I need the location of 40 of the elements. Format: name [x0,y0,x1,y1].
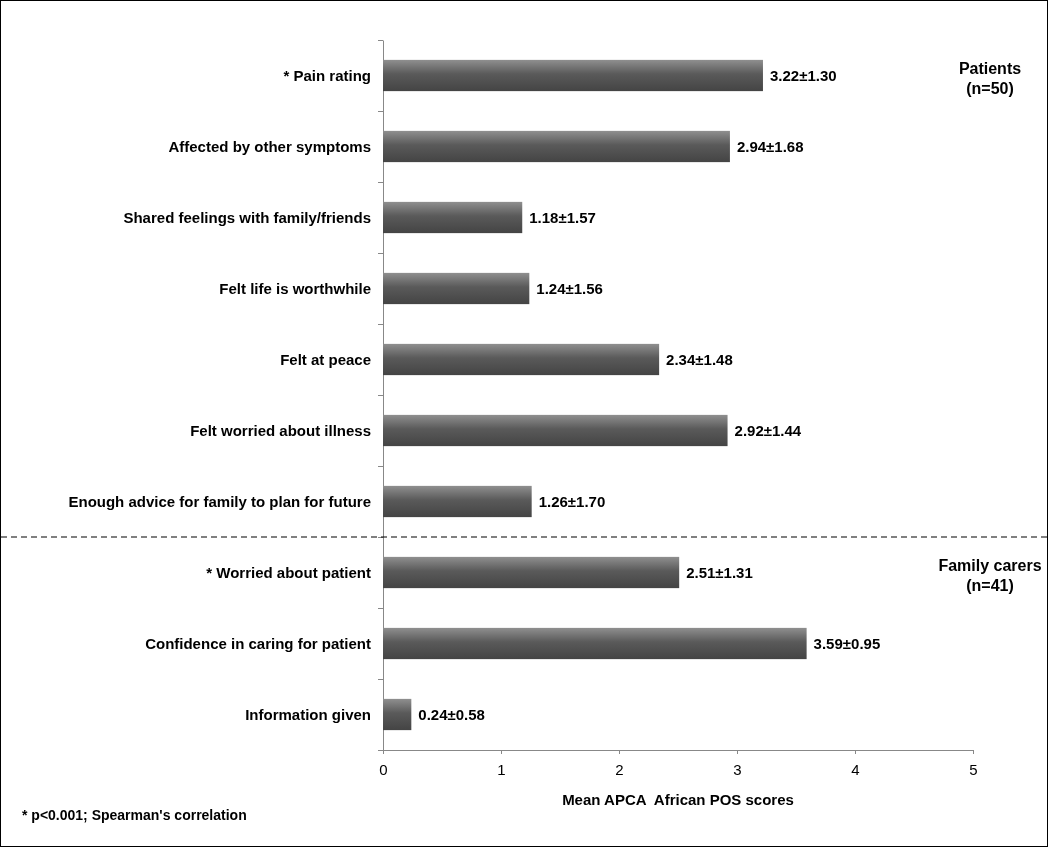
y-tick-label: Information given [245,705,371,723]
y-tick-label: Shared feelings with family/friends [123,208,371,226]
y-tick-label: Enough advice for family to plan for future [68,492,371,510]
y-tick-label: * Pain rating [283,66,371,84]
data-label: 2.92±1.44 [734,421,802,439]
x-tick-label: 3 [733,760,742,778]
bar [383,59,763,92]
data-label: 3.59±0.95 [813,634,881,652]
x-tick-label: 5 [969,760,978,778]
y-tick-label: Confidence in caring for patient [145,634,371,652]
data-label: 2.51±1.31 [686,563,753,581]
y-tick-label: Felt life is worthwhile [219,279,371,297]
x-tick-label: 1 [497,760,506,778]
y-tick-label: Felt worried about illness [190,421,371,439]
data-label: 1.18±1.57 [529,208,596,226]
y-tick-label: Affected by other symptoms [168,137,371,155]
bar [383,698,412,731]
y-tick-label: * Worried about patient [206,563,371,581]
data-label: 3.22±1.30 [769,66,837,84]
bar [383,272,530,305]
bar [383,201,523,234]
x-axis-title: Mean APCA African POS scores [562,791,794,808]
x-tick-label: 2 [615,760,624,778]
data-label: 2.94±1.68 [736,137,804,155]
text: * p<0.001; Spearman's correlation [22,807,247,823]
bar [383,556,680,589]
data-label: 2.34±1.48 [666,350,733,368]
x-tick-label: 0 [379,760,388,778]
data-label: 1.26±1.70 [538,492,606,510]
data-label: 1.24±1.56 [536,279,603,297]
x-tick-label: 4 [851,760,860,778]
bar [383,414,728,447]
bar [383,130,730,163]
annotation: Patients (n=50) [958,59,1022,98]
bar [383,485,532,518]
y-tick-label: Felt at peace [280,350,371,368]
data-label: 0.24±0.58 [418,705,485,723]
annotation: Family carers (n=41) [938,556,1042,595]
bar [383,343,660,376]
bar [383,627,807,660]
